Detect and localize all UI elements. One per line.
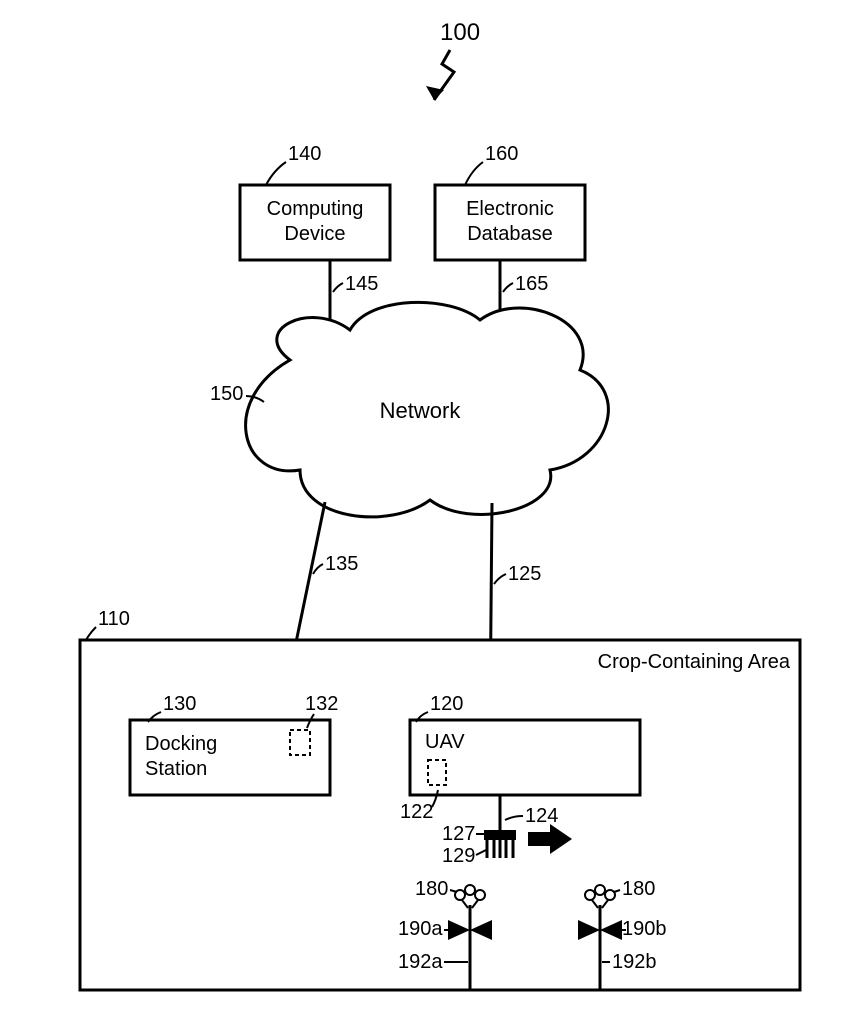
ref-110: 110 bbox=[98, 608, 130, 630]
ref-122: 122 bbox=[400, 801, 433, 823]
uav-label: UAV bbox=[425, 731, 465, 753]
ref-124: 124 bbox=[525, 805, 558, 827]
ref-130: 130 bbox=[163, 693, 196, 715]
computing-device-label-1: Computing bbox=[267, 198, 364, 220]
ref-150: 150 bbox=[210, 383, 243, 405]
crop-area-label: Crop-Containing Area bbox=[598, 651, 791, 673]
ref-192b: 192b bbox=[612, 951, 657, 973]
ref-145: 145 bbox=[345, 273, 378, 295]
electronic-database-label-2: Database bbox=[467, 223, 553, 245]
network-cloud: Network 150 bbox=[210, 302, 608, 517]
ref-190a: 190a bbox=[398, 918, 443, 940]
ref-120: 120 bbox=[430, 693, 463, 715]
ref-140: 140 bbox=[288, 143, 321, 165]
docking-station-label-1: Docking bbox=[145, 733, 217, 755]
electronic-database-node: 160 Electronic Database bbox=[435, 143, 585, 260]
computing-device-label-2: Device bbox=[284, 223, 345, 245]
ref-165: 165 bbox=[515, 273, 548, 295]
ref-192a: 192a bbox=[398, 951, 443, 973]
ref-180-a: 180 bbox=[415, 878, 448, 900]
ref-190b: 190b bbox=[622, 918, 667, 940]
ref-132: 132 bbox=[305, 693, 338, 715]
ref-135: 135 bbox=[325, 553, 358, 575]
docking-station-label-2: Station bbox=[145, 758, 207, 780]
ref-127: 127 bbox=[442, 823, 475, 845]
ref-100: 100 bbox=[440, 19, 480, 46]
title-lead-arrow bbox=[426, 50, 454, 100]
ref-125: 125 bbox=[508, 563, 541, 585]
system-diagram: 100 140 Computing Device 160 Electronic … bbox=[0, 0, 847, 1024]
ref-129: 129 bbox=[442, 845, 475, 867]
computing-device-node: 140 Computing Device bbox=[240, 143, 390, 260]
ref-180-b: 180 bbox=[622, 878, 655, 900]
ref-160: 160 bbox=[485, 143, 518, 165]
network-label: Network bbox=[380, 398, 462, 423]
electronic-database-label-1: Electronic bbox=[466, 198, 554, 220]
